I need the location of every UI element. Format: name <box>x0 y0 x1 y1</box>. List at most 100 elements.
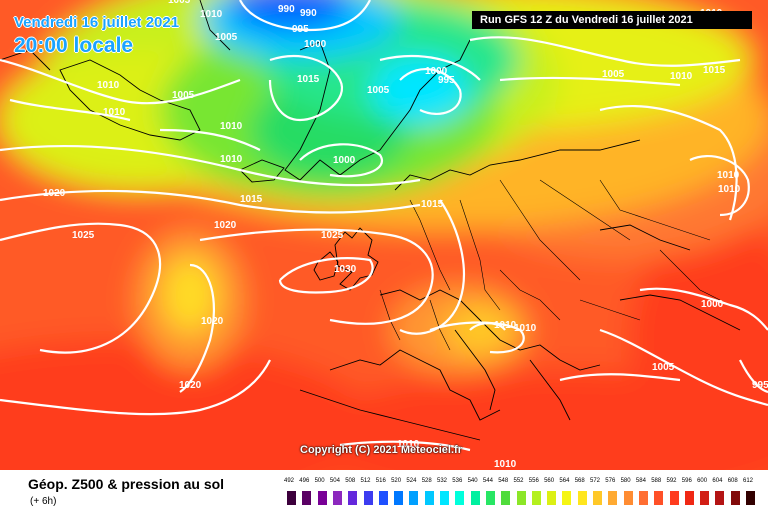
isobars <box>0 0 768 450</box>
legend-scale-label: 496 <box>299 478 310 484</box>
legend-swatch <box>700 491 710 505</box>
isobar-label: 990 <box>300 8 317 19</box>
isobar-label: 1000 <box>304 39 327 50</box>
copyright-notice: Copyright (C) 2021 Meteociel.fr <box>300 444 462 456</box>
legend-scale-label: 560 <box>544 478 555 484</box>
legend-swatch <box>287 491 296 505</box>
legend-swatch <box>577 491 587 505</box>
legend-swatch <box>440 491 449 505</box>
legend-swatch <box>363 491 373 505</box>
legend-swatch <box>746 491 755 505</box>
model-run-banner: Run GFS 12 Z du Vendredi 16 juillet 2021 <box>472 11 752 29</box>
isobar-label: 1000 <box>425 66 448 77</box>
isobar-label: 995 <box>292 24 309 35</box>
isobar-label: 1010 <box>514 323 537 334</box>
legend-scale-label: 524 <box>406 478 417 484</box>
isobar-label: 1020 <box>43 188 66 199</box>
legend-swatch <box>684 491 694 505</box>
legend-swatch <box>608 491 618 505</box>
legend-swatch <box>302 491 312 505</box>
legend-scale-label: 576 <box>605 478 616 484</box>
legend-scale-label: 600 <box>697 478 708 484</box>
legend-scale-label: 512 <box>360 478 371 484</box>
legend-swatch <box>730 491 740 505</box>
legend-scale-label: 580 <box>620 478 631 484</box>
legend-title: Géop. Z500 & pression au sol <box>28 476 225 492</box>
legend-swatch <box>531 491 541 505</box>
legend-subtitle: (+ 6h) <box>30 496 57 507</box>
isobar-label: 1005 <box>367 85 390 96</box>
legend-scale-label: 528 <box>421 478 432 484</box>
isobar-label: 1010 <box>717 170 740 181</box>
isobar-label: 1015 <box>240 194 263 205</box>
legend-swatch <box>317 491 327 505</box>
legend-swatch <box>455 491 465 505</box>
isobar-label: 1005 <box>215 32 238 43</box>
legend-scale-label: 584 <box>635 478 646 484</box>
borders <box>379 179 721 351</box>
legend-scale-label: 564 <box>559 478 570 484</box>
isobar-label: 1010 <box>494 320 517 331</box>
legend-scale-label: 588 <box>651 478 662 484</box>
isobar-label: 1015 <box>421 199 444 210</box>
legend-scale-label: 572 <box>590 478 601 484</box>
legend-scale-label: 556 <box>528 478 539 484</box>
isobar-label: 1010 <box>670 71 693 82</box>
isobar-label: 1030 <box>334 264 357 275</box>
legend-bar: Géop. Z500 & pression au sol (+ 6h) 492 4… <box>0 470 768 512</box>
isobar-label: 1020 <box>201 316 224 327</box>
legend-scale-label: 520 <box>391 478 402 484</box>
isobar-label: 1010 <box>220 121 243 132</box>
legend-swatch <box>394 491 404 505</box>
geopotential-field <box>0 0 768 470</box>
legend-scale-label: 596 <box>681 478 692 484</box>
legend-swatch <box>715 491 725 505</box>
legend-scale-label: 532 <box>437 478 448 484</box>
legend-scale-label: 492 <box>284 478 295 484</box>
isobar-label: 1020 <box>214 220 237 231</box>
isobar-label: 1005 <box>652 362 675 373</box>
legend-swatch <box>654 491 664 505</box>
legend-swatch <box>348 491 358 505</box>
legend-swatch <box>501 491 511 505</box>
isobar-label: 1000 <box>701 299 724 310</box>
isobar-label: 1010 <box>97 80 120 91</box>
legend-scale-label: 604 <box>712 478 723 484</box>
isobar-label: 1015 <box>297 74 320 85</box>
forecast-time: 20:00 locale <box>14 34 134 57</box>
isobar-label: 1025 <box>321 230 344 241</box>
legend-swatch <box>378 491 388 505</box>
legend-swatch <box>332 491 342 505</box>
legend-swatch <box>638 491 648 505</box>
isobar-label: 995 <box>438 75 455 86</box>
legend-scale-label: 540 <box>467 478 478 484</box>
isobar-label: 1005 <box>168 0 191 6</box>
isobar-label: 1000 <box>333 155 356 166</box>
legend-scale-label: 504 <box>329 478 340 484</box>
isobar-label: 1010 <box>103 107 126 118</box>
legend-swatch <box>424 491 434 505</box>
legend-scale-label: 592 <box>666 478 677 484</box>
legend-swatch <box>516 491 526 505</box>
isobar-label: 1010 <box>200 9 223 20</box>
legend-swatch <box>562 491 572 505</box>
isobar-label: 990 <box>278 4 295 15</box>
isobar-label: 1005 <box>602 69 625 80</box>
isobar-label: 995 <box>752 380 768 391</box>
legend-swatch <box>623 491 633 505</box>
legend-scale-label: 536 <box>452 478 463 484</box>
isobar-label: 1005 <box>172 90 195 101</box>
isobar-label: 1010 <box>494 459 517 470</box>
legend-scale-label: 608 <box>727 478 738 484</box>
legend-scale-label: 548 <box>498 478 509 484</box>
legend-scale-label: 568 <box>574 478 585 484</box>
legend-swatch <box>593 491 602 505</box>
isobar-label: 1020 <box>179 380 202 391</box>
forecast-date: Vendredi 16 juillet 2021 <box>14 14 180 31</box>
legend-swatch <box>547 491 557 505</box>
geopotential-map: 990 9909951000100510101005101010101015100… <box>0 0 768 470</box>
isobar-label: 1025 <box>72 230 95 241</box>
legend-swatch <box>669 491 679 505</box>
legend-scale-label: 544 <box>482 478 493 484</box>
